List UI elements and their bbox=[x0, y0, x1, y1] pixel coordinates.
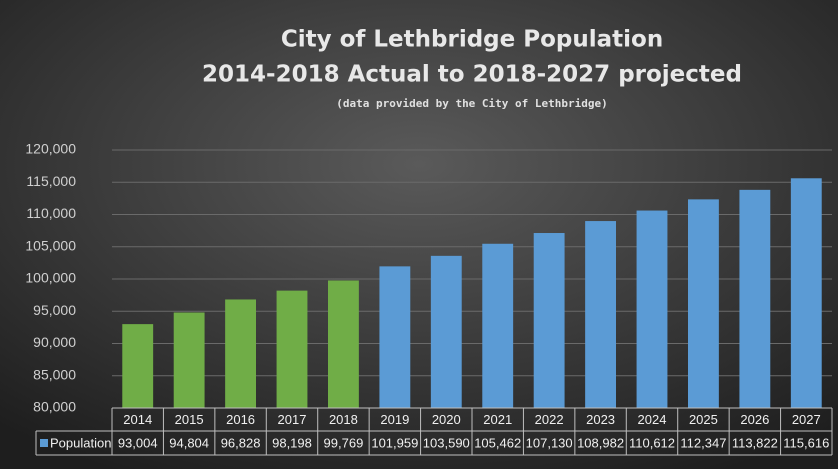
y-tick-label: 85,000 bbox=[33, 366, 76, 382]
bar bbox=[688, 199, 719, 408]
x-tick-label: 2025 bbox=[689, 412, 718, 427]
bar bbox=[225, 299, 256, 408]
data-label: 107,130 bbox=[526, 435, 573, 450]
bar bbox=[276, 290, 308, 408]
bar bbox=[585, 221, 616, 408]
y-tick-label: 80,000 bbox=[33, 399, 76, 415]
data-label: 103,590 bbox=[423, 435, 470, 450]
bar bbox=[533, 233, 565, 408]
y-tick-label: 95,000 bbox=[33, 302, 76, 318]
data-label: 112,347 bbox=[680, 435, 726, 450]
x-tick-label: 2016 bbox=[226, 412, 255, 427]
legend-swatch bbox=[40, 439, 48, 447]
data-label: 115,616 bbox=[783, 435, 829, 450]
chart-title: City of Lethbridge Population bbox=[281, 27, 663, 53]
bar bbox=[482, 243, 514, 408]
bar bbox=[430, 255, 462, 408]
y-tick-label: 105,000 bbox=[25, 237, 76, 253]
y-tick-label: 120,000 bbox=[25, 141, 76, 157]
x-tick-label: 2027 bbox=[792, 412, 821, 427]
bar bbox=[636, 210, 668, 408]
data-label: 108,982 bbox=[577, 435, 624, 450]
data-label: 93,004 bbox=[118, 435, 158, 450]
bar bbox=[790, 178, 822, 408]
x-tick-label: 2026 bbox=[740, 412, 769, 427]
x-tick-label: 2019 bbox=[380, 412, 409, 427]
data-label: 105,462 bbox=[474, 435, 521, 450]
x-tick-label: 2021 bbox=[483, 412, 512, 427]
bar bbox=[379, 266, 411, 408]
chart-note: (data provided by the City of Lethbridge… bbox=[336, 97, 608, 110]
y-tick-label: 115,000 bbox=[26, 173, 76, 189]
legend-label: Population bbox=[50, 435, 111, 450]
bar bbox=[739, 189, 771, 408]
data-label: 98,198 bbox=[272, 435, 312, 450]
data-label: 94,804 bbox=[169, 435, 209, 450]
x-tick-label: 2015 bbox=[175, 412, 204, 427]
x-tick-label: 2020 bbox=[432, 412, 461, 427]
bar bbox=[173, 312, 205, 408]
data-label: 99,769 bbox=[324, 435, 364, 450]
y-tick-label: 100,000 bbox=[25, 270, 76, 286]
x-tick-label: 2014 bbox=[123, 412, 152, 427]
data-label: 96,828 bbox=[221, 435, 261, 450]
data-label: 113,822 bbox=[732, 435, 778, 450]
bar bbox=[122, 324, 154, 408]
x-tick-label: 2022 bbox=[535, 412, 564, 427]
x-tick-label: 2017 bbox=[278, 412, 307, 427]
y-tick-label: 90,000 bbox=[33, 334, 76, 350]
chart-subtitle: 2014-2018 Actual to 2018-2027 projected bbox=[202, 62, 742, 88]
data-label: 101,959 bbox=[371, 435, 418, 450]
x-tick-label: 2024 bbox=[638, 412, 667, 427]
x-tick-label: 2023 bbox=[586, 412, 615, 427]
y-tick-label: 110,000 bbox=[26, 205, 76, 221]
data-label: 110,612 bbox=[629, 435, 675, 450]
bar bbox=[328, 280, 359, 408]
x-tick-label: 2018 bbox=[329, 412, 358, 427]
